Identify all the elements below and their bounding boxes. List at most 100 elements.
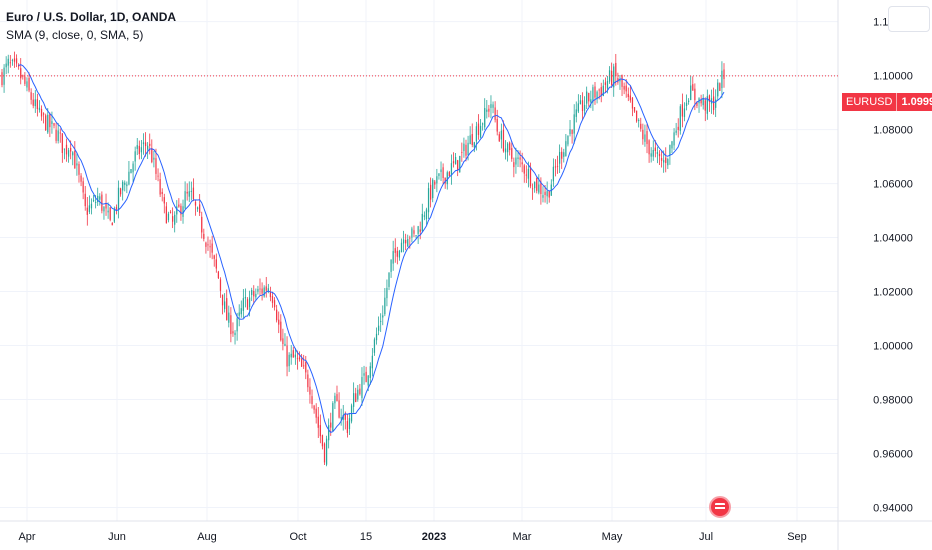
candle-body <box>221 294 224 306</box>
candle-body <box>359 388 361 395</box>
candle-body <box>621 75 623 87</box>
candle-body <box>109 207 111 220</box>
candle-body <box>253 290 255 297</box>
candle-body <box>429 184 432 200</box>
us-flag-icon[interactable] <box>709 496 731 518</box>
candle-body <box>296 358 299 360</box>
y-axis[interactable]: 0.94000 0.96000 0.98000 1.00000 1.02000 1.040… <box>873 17 913 515</box>
candle-body <box>186 191 188 194</box>
candle-body <box>650 153 652 157</box>
candle-body <box>702 97 704 106</box>
candle-body <box>82 181 84 193</box>
x-axis[interactable]: Apr Jun Aug Oct 15 2023 Mar May Jul Sep <box>18 531 806 543</box>
last-price-value: 1.09991 <box>896 93 932 111</box>
candle-body <box>18 64 20 67</box>
candle-body <box>635 110 638 122</box>
candle-body <box>658 153 661 157</box>
candle-body <box>619 79 621 82</box>
candle-body <box>80 175 82 182</box>
x-tick-label: May <box>602 531 623 543</box>
candle-body <box>357 389 359 400</box>
candle-body <box>236 318 238 332</box>
candle-body <box>669 144 671 156</box>
candle-body <box>563 152 565 157</box>
y-tick-label: 1.08000 <box>873 125 913 137</box>
candle-body <box>461 152 463 153</box>
candle-body <box>644 134 646 142</box>
candle-body <box>615 62 617 77</box>
candle-body <box>11 60 14 61</box>
candle-body <box>278 319 280 325</box>
candle-body <box>434 181 436 185</box>
candle-body <box>380 321 382 323</box>
candle-body <box>311 396 313 404</box>
candle-body <box>130 169 132 174</box>
last-price-tag: EURUSD 1.09991 <box>842 93 932 111</box>
candle-body <box>583 104 586 111</box>
candle-body <box>78 164 80 175</box>
candle-body <box>165 206 167 224</box>
candle-body <box>642 129 644 140</box>
candle-body <box>671 141 673 149</box>
candle-body <box>188 191 190 197</box>
symbol-label: EURUSD <box>846 96 893 108</box>
candle-body <box>496 118 498 132</box>
candle-body <box>654 147 656 151</box>
candle-body <box>656 152 659 154</box>
candle-body <box>527 168 530 179</box>
candle-body <box>330 422 332 428</box>
candle-body <box>273 300 276 308</box>
candle-body <box>606 81 609 89</box>
candle-body <box>136 145 138 149</box>
candle-body <box>588 93 590 102</box>
candle-body <box>307 374 309 388</box>
indicator-label[interactable]: SMA (9, close, 0, SMA, 5) <box>6 28 144 42</box>
candle-body <box>107 210 109 213</box>
candle-body <box>67 150 70 157</box>
candle-body <box>692 84 694 91</box>
candle-body <box>95 202 97 203</box>
candle-body <box>375 333 378 341</box>
candle-body <box>667 159 669 166</box>
candle-body <box>22 75 24 77</box>
candle-body <box>600 87 602 96</box>
x-tick-label: 15 <box>360 531 372 543</box>
candle-body <box>392 251 394 264</box>
candle-body <box>415 235 417 237</box>
candle-body <box>690 85 692 100</box>
candle-body <box>228 312 230 323</box>
candle-body <box>411 228 413 238</box>
candle-body <box>538 184 540 193</box>
candle-body <box>544 191 546 195</box>
candle-body <box>409 237 411 239</box>
candle-body <box>40 108 43 117</box>
candle-body <box>257 289 259 292</box>
candle-body <box>63 148 66 150</box>
candle-body <box>613 66 615 88</box>
candle-body <box>402 239 405 244</box>
candle-body <box>463 143 465 152</box>
toolbar-button[interactable] <box>888 6 930 32</box>
candle-body <box>205 242 207 247</box>
candle-body <box>338 400 340 418</box>
candle-body <box>155 158 157 174</box>
candle-body <box>438 173 440 176</box>
candle-body <box>571 129 573 134</box>
candle-body <box>625 85 627 92</box>
candle-body <box>36 99 38 110</box>
y-tick-label: 1.04000 <box>873 233 913 245</box>
candle-body <box>665 157 667 163</box>
candle-body <box>38 107 41 110</box>
candle-body <box>377 325 380 331</box>
candle-body <box>70 148 72 152</box>
candle-body <box>224 301 226 310</box>
candle-body <box>232 331 234 334</box>
candle-body <box>421 213 423 232</box>
candle-body <box>640 123 642 129</box>
candle-body <box>679 106 681 131</box>
candle-body <box>504 148 507 153</box>
candle-body <box>176 206 178 215</box>
candle-body <box>592 87 594 103</box>
candle-body <box>423 215 426 217</box>
